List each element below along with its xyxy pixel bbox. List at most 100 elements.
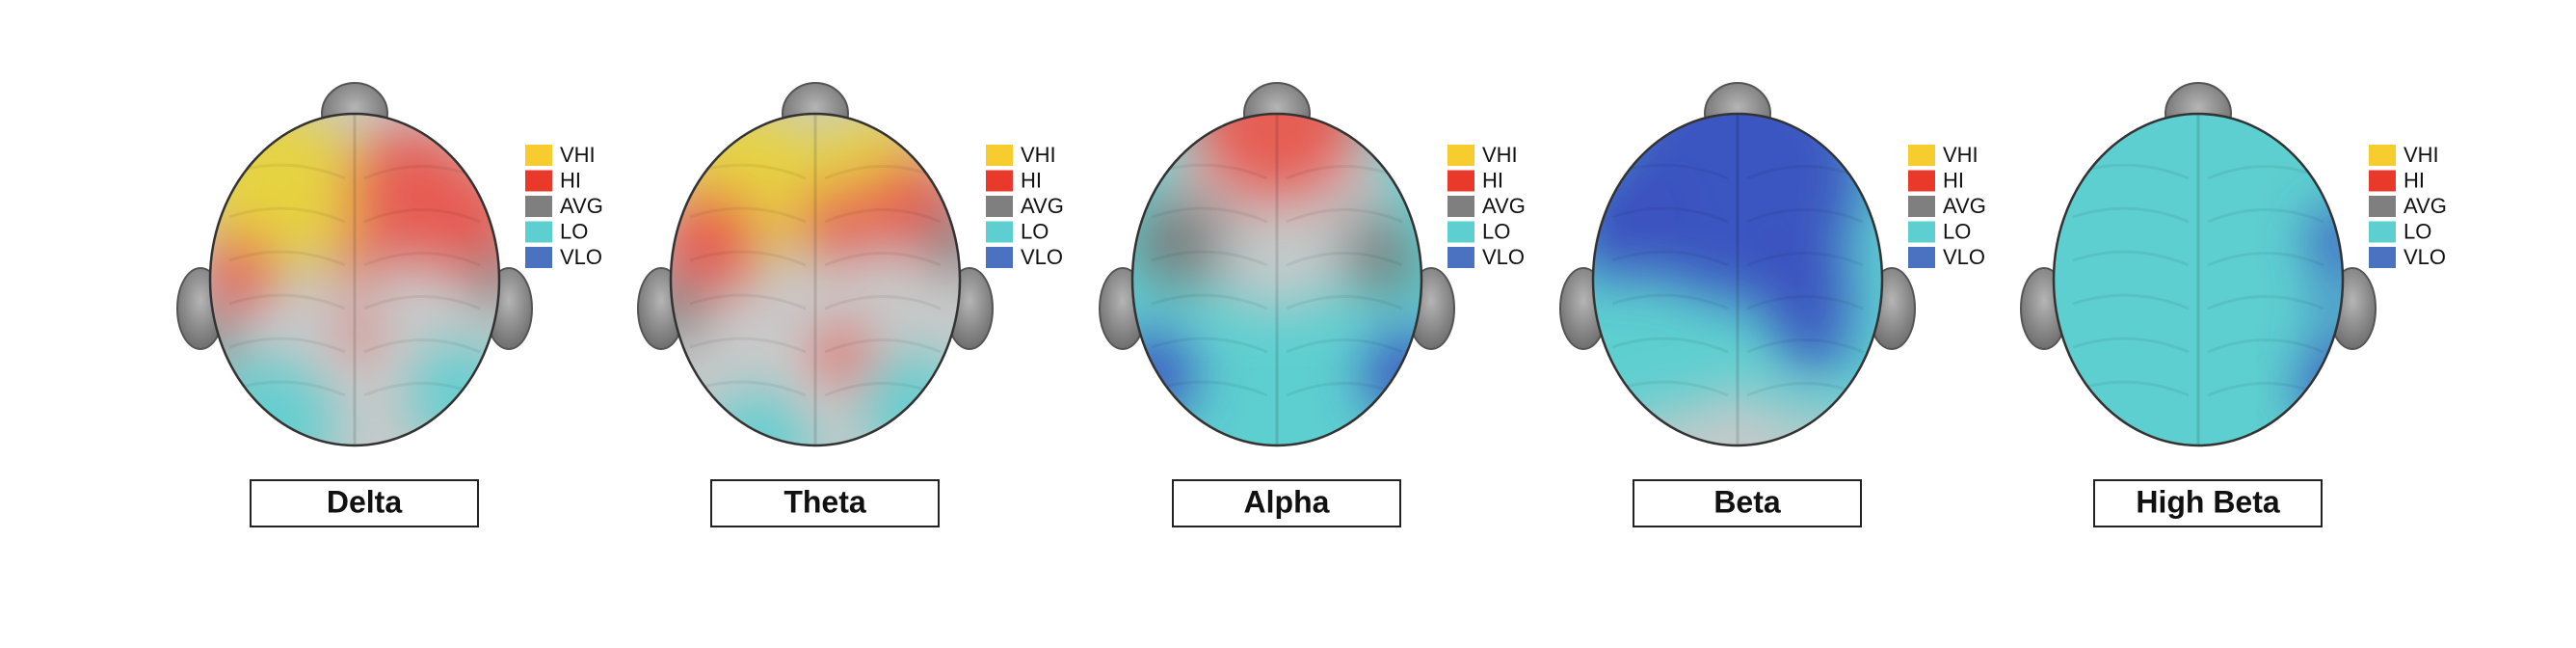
scalp	[671, 114, 960, 446]
gyrus	[228, 250, 481, 267]
panel-label-box	[250, 479, 479, 527]
legend-label: AVG	[2403, 194, 2447, 218]
head-map	[1559, 82, 1916, 447]
legend-label: HI	[1482, 168, 1503, 192]
heat-blob	[2309, 207, 2343, 275]
gyrus	[689, 293, 942, 310]
legend-label: LO	[1943, 219, 1971, 243]
heat-blob	[1786, 410, 1863, 446]
legend-label: AVG	[1482, 194, 1526, 218]
heat-blob	[331, 236, 379, 284]
legend-swatch	[986, 145, 1013, 166]
heat-blob	[1340, 207, 1421, 294]
heat-blob	[671, 275, 704, 342]
legend-label: VLO	[1943, 245, 1985, 269]
scalp	[210, 114, 499, 446]
legend-label: VLO	[2403, 245, 2446, 269]
head-outline	[1591, 112, 1884, 447]
legend-swatch	[1908, 247, 1935, 268]
legend-label: LO	[1482, 219, 1510, 243]
panel-label-box	[2093, 479, 2323, 527]
legend-label: LO	[2403, 219, 2431, 243]
legend-label: AVG	[1021, 194, 1064, 218]
gyrus	[1151, 337, 1403, 354]
heat-blob	[210, 231, 278, 309]
head-map	[1099, 82, 1455, 447]
gyrus	[1611, 250, 1864, 267]
legend-swatch	[2369, 196, 2396, 217]
heat-blob	[1190, 114, 1364, 207]
legend-label: VHI	[560, 143, 596, 167]
gyrus	[1151, 206, 1403, 224]
heat-blob	[859, 352, 960, 446]
legend-swatch	[1447, 247, 1474, 268]
panel-label: High Beta	[2136, 484, 2280, 519]
legend-label: VHI	[1943, 143, 1978, 167]
legend-label: AVG	[1943, 194, 1986, 218]
heat-blob	[2299, 342, 2343, 429]
legend-label: HI	[1943, 168, 1964, 192]
heat-blob	[1132, 193, 1229, 289]
legend-swatch	[525, 145, 552, 166]
legend-swatch	[2369, 145, 2396, 166]
legend-swatch	[2369, 247, 2396, 268]
legend-swatch	[1447, 145, 1474, 166]
head-map	[2020, 82, 2377, 447]
gyrus	[1611, 293, 1864, 310]
scalp	[1593, 114, 1882, 446]
gyrus	[228, 337, 481, 354]
legend-swatch	[525, 247, 552, 268]
gyrus	[2072, 206, 2324, 224]
legend-label: HI	[560, 168, 581, 192]
gyrus	[2072, 337, 2324, 354]
heat-blob	[1680, 391, 1795, 446]
heat-blob	[408, 342, 499, 446]
legend-label: LO	[560, 219, 588, 243]
legend-swatch	[2369, 170, 2396, 192]
gyrus	[689, 250, 942, 267]
legend-swatch	[525, 221, 552, 243]
legend-label: VHI	[1021, 143, 1056, 167]
heat-blob	[815, 328, 873, 386]
legend-label: VLO	[560, 245, 602, 269]
head-outline	[669, 112, 962, 447]
legend-label: VLO	[1021, 245, 1063, 269]
heat-blob	[470, 251, 499, 309]
legend-swatch	[1908, 170, 1935, 192]
legend-label: AVG	[560, 194, 603, 218]
legend-label: VLO	[1482, 245, 1525, 269]
legend-label: VHI	[1482, 143, 1518, 167]
panel-label: Theta	[783, 484, 866, 519]
scalp-base	[2054, 114, 2343, 446]
legend-swatch	[986, 247, 1013, 268]
heat-blob	[340, 318, 379, 357]
scalp	[2054, 114, 2343, 446]
gyrus	[2072, 250, 2324, 267]
legend-swatch	[986, 221, 1013, 243]
panel-label-box	[710, 479, 940, 527]
legend-swatch	[1908, 221, 1935, 243]
gyrus	[1151, 250, 1403, 267]
gyrus	[1611, 337, 1864, 354]
panel-label: Beta	[1713, 484, 1781, 519]
head-outline	[1130, 112, 1423, 447]
legend-swatch	[525, 170, 552, 192]
gyrus	[1611, 206, 1864, 224]
legend-swatch	[1447, 221, 1474, 243]
legend-swatch	[1908, 145, 1935, 166]
panel-label: Alpha	[1244, 484, 1330, 519]
heat-blob	[1397, 198, 1421, 246]
gyrus	[689, 337, 942, 354]
head-outline	[208, 112, 501, 447]
panel-label-box	[1633, 479, 1862, 527]
heat-blob	[1781, 304, 1848, 371]
gyrus	[689, 206, 942, 224]
legend-swatch	[1447, 170, 1474, 192]
legend-swatch	[1908, 196, 1935, 217]
legend-swatch	[525, 196, 552, 217]
heat-blob	[926, 207, 960, 275]
head-map	[637, 82, 994, 447]
legend-swatch	[2369, 221, 2396, 243]
heat-blob	[1593, 164, 1680, 280]
